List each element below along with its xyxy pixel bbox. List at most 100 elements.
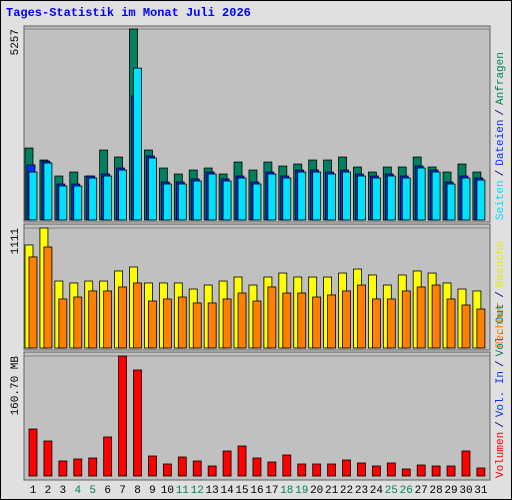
bar bbox=[416, 464, 426, 477]
x-tick-label: 8 bbox=[134, 485, 141, 497]
bar bbox=[237, 292, 247, 349]
legend: Rechner / Besuche bbox=[495, 241, 507, 348]
bar bbox=[162, 298, 172, 349]
bar bbox=[192, 180, 202, 221]
bar bbox=[133, 282, 142, 349]
x-tick-label: 3 bbox=[60, 485, 67, 497]
bar bbox=[446, 183, 456, 221]
x-tick-label: 2 bbox=[45, 485, 52, 497]
x-tick-label: 7 bbox=[119, 485, 126, 497]
x-tick-label: 17 bbox=[265, 485, 278, 497]
x-tick-label: 6 bbox=[104, 485, 111, 497]
x-tick-label: 26 bbox=[400, 485, 413, 497]
bar bbox=[58, 298, 68, 349]
x-tick-label: 28 bbox=[430, 485, 443, 497]
bar bbox=[28, 171, 38, 221]
bar bbox=[282, 177, 292, 221]
bar bbox=[431, 171, 441, 221]
bar bbox=[88, 457, 98, 477]
bar bbox=[342, 459, 351, 477]
bar bbox=[192, 302, 202, 349]
x-tick-label: 16 bbox=[250, 485, 263, 497]
x-tick-label: 1 bbox=[30, 485, 37, 497]
bar bbox=[43, 246, 53, 349]
bar bbox=[282, 292, 292, 349]
legend-separator: / bbox=[495, 360, 507, 367]
bar bbox=[461, 450, 471, 477]
bar bbox=[252, 457, 262, 477]
bar bbox=[177, 456, 187, 477]
bar bbox=[342, 171, 351, 221]
bar bbox=[327, 463, 337, 477]
x-tick-label: 30 bbox=[459, 485, 472, 497]
x-tick-label: 20 bbox=[310, 485, 323, 497]
bar bbox=[207, 465, 217, 477]
bar bbox=[237, 445, 247, 477]
bar bbox=[133, 67, 142, 221]
bar bbox=[118, 169, 127, 221]
bar bbox=[416, 286, 426, 349]
bar bbox=[401, 177, 411, 221]
bar bbox=[446, 465, 456, 477]
y-tick-label: 5257 bbox=[10, 29, 22, 55]
bar bbox=[357, 284, 366, 349]
bar bbox=[252, 183, 262, 221]
bar bbox=[416, 167, 426, 221]
legend-entry: Anfragen bbox=[495, 52, 507, 105]
bar bbox=[431, 284, 441, 349]
legend-entry: Vol. In bbox=[495, 371, 507, 417]
bar bbox=[461, 177, 471, 221]
bar bbox=[476, 467, 486, 477]
bar bbox=[73, 185, 83, 221]
bar bbox=[312, 171, 322, 221]
legend-entry: Seiten bbox=[495, 180, 507, 220]
bar bbox=[312, 296, 322, 349]
bar bbox=[297, 292, 307, 349]
bar bbox=[222, 180, 232, 221]
bar bbox=[133, 369, 142, 477]
x-tick-label: 13 bbox=[206, 485, 219, 497]
bar bbox=[118, 355, 127, 477]
x-tick-label: 10 bbox=[161, 485, 174, 497]
bar bbox=[118, 286, 127, 349]
bar bbox=[476, 308, 486, 349]
bar bbox=[312, 463, 322, 477]
legend-separator: / bbox=[495, 291, 507, 298]
bar bbox=[401, 468, 411, 477]
bar bbox=[177, 183, 187, 221]
bar bbox=[43, 162, 53, 221]
bar bbox=[162, 463, 172, 477]
bar bbox=[103, 436, 113, 477]
legend-entry: Vol. Out bbox=[495, 304, 507, 357]
bar bbox=[43, 440, 53, 477]
bar bbox=[357, 462, 366, 477]
bar bbox=[297, 171, 307, 221]
bar bbox=[28, 428, 38, 477]
x-tick-label: 31 bbox=[474, 485, 488, 497]
bar bbox=[177, 296, 187, 349]
bar bbox=[446, 298, 456, 349]
bar bbox=[357, 175, 366, 221]
bar bbox=[162, 183, 172, 221]
x-tick-label: 18 bbox=[280, 485, 293, 497]
bar bbox=[327, 173, 337, 221]
bar bbox=[342, 290, 351, 349]
bar bbox=[207, 173, 217, 221]
bar bbox=[148, 157, 157, 221]
x-tick-label: 24 bbox=[370, 485, 384, 497]
x-tick-label: 27 bbox=[415, 485, 428, 497]
x-tick-label: 19 bbox=[295, 485, 308, 497]
bar bbox=[88, 177, 98, 221]
legend-entry: Volumen bbox=[495, 432, 507, 478]
legend-separator: / bbox=[495, 109, 507, 116]
bar bbox=[58, 460, 68, 477]
x-tick-label: 22 bbox=[340, 485, 353, 497]
bar bbox=[28, 256, 38, 349]
bar bbox=[431, 465, 441, 477]
y-tick-label: 160.70 MB bbox=[10, 356, 22, 416]
bar bbox=[371, 177, 381, 221]
x-tick-label: 15 bbox=[235, 485, 248, 497]
bar bbox=[88, 290, 98, 349]
bar bbox=[371, 298, 381, 349]
